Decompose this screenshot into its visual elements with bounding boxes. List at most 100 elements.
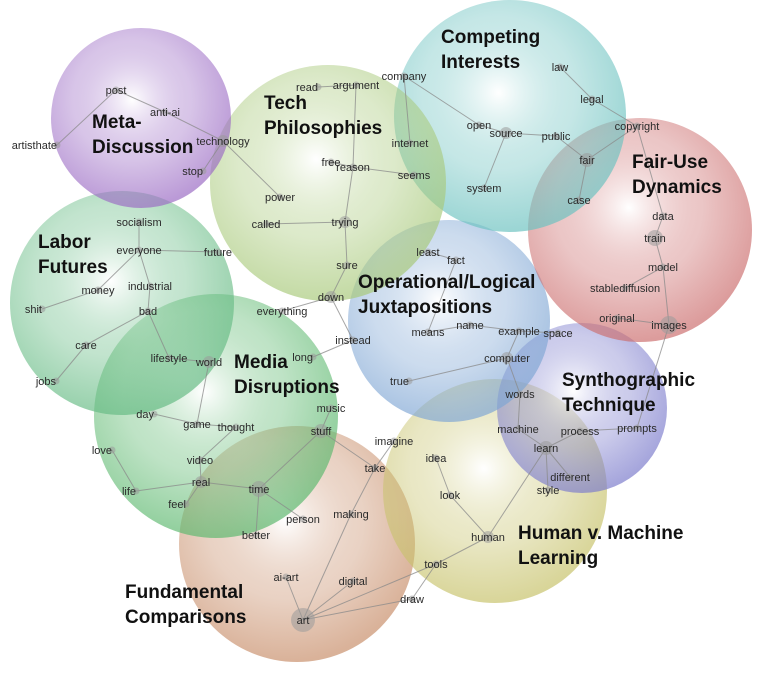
edge-look-human: [449, 494, 489, 538]
edge-copyright-fair: [586, 125, 638, 161]
node-images: [660, 316, 678, 334]
node-style: [544, 486, 552, 494]
word-label-images: images: [651, 320, 687, 332]
edge-thought-video: [199, 426, 237, 461]
word-label-bad: bad: [139, 306, 157, 318]
edge-time-person: [258, 488, 304, 520]
cluster-title-fairuse-line-2: Dynamics: [632, 177, 722, 198]
edge-model-stablediffusion: [624, 266, 664, 289]
edge-post-artisthate: [56, 89, 117, 146]
node-everyone: [135, 246, 143, 254]
edge-bad-care: [85, 310, 149, 346]
node-stablediffusion: [621, 284, 629, 292]
edge-trying-sure: [344, 221, 348, 266]
word-label-read: read: [296, 82, 318, 94]
node-human: [482, 531, 494, 543]
edge-love-life: [111, 449, 137, 492]
word-label-music: music: [317, 403, 346, 415]
node-process: [576, 427, 584, 435]
edge-means-name: [427, 324, 471, 333]
word-label-computer: computer: [484, 353, 530, 365]
node-called: [262, 220, 270, 228]
node-fair: [580, 153, 594, 167]
edge-argument-read: [317, 84, 357, 88]
node-music: [327, 404, 335, 412]
word-label-sure: sure: [336, 260, 357, 272]
word-label-love: love: [92, 445, 112, 457]
node-copyright: [633, 122, 641, 130]
word-label-instead: instead: [335, 335, 370, 347]
word-label-prompts: prompts: [617, 423, 657, 435]
node-game: [193, 420, 201, 428]
word-label-artisthate: artisthate: [12, 140, 57, 152]
word-label-stablediffusion: stablediffusion: [590, 283, 660, 295]
word-label-machine: machine: [497, 424, 539, 436]
node-example: [515, 327, 523, 335]
node-original: [613, 314, 621, 322]
node-stuff: [314, 424, 328, 438]
node-trying: [339, 216, 351, 228]
cluster-bubble-competing: [394, 0, 626, 232]
word-label-called: called: [252, 219, 281, 231]
edge-world-game: [196, 361, 210, 425]
edge-company-internet: [403, 75, 411, 144]
word-label-anti-ai: anti-ai: [150, 107, 180, 119]
word-label-life: life: [122, 486, 136, 498]
node-instead: [349, 336, 357, 344]
cluster-title-human-line-2: Learning: [518, 548, 598, 569]
word-label-style: style: [537, 485, 560, 497]
word-label-internet: internet: [392, 138, 429, 150]
word-label-train: train: [644, 233, 665, 245]
node-down: [325, 291, 337, 303]
word-label-example: example: [498, 326, 540, 338]
node-artisthate: [53, 141, 61, 149]
node-data: [659, 212, 667, 220]
word-label-seems: seems: [398, 170, 431, 182]
node-video: [196, 456, 204, 464]
node-time: [251, 481, 267, 497]
word-label-original: original: [599, 313, 634, 325]
edge-game-day: [153, 413, 198, 425]
word-label-ai-art: ai-art: [273, 572, 298, 584]
word-label-words: words: [504, 389, 535, 401]
cluster-title-labor-line-2: Futures: [38, 257, 108, 278]
edge-lifestyle-world: [168, 357, 210, 363]
node-sure: [343, 261, 351, 269]
edge-real-time: [200, 481, 260, 490]
node-words: [516, 390, 524, 398]
node-law: [556, 63, 564, 71]
word-label-case: case: [567, 195, 590, 207]
node-system: [480, 184, 488, 192]
node-thought: [232, 423, 240, 431]
word-label-process: process: [561, 426, 600, 438]
edge-idea-look: [435, 457, 451, 496]
word-label-stuff: stuff: [311, 426, 333, 438]
node-day: [150, 410, 158, 418]
word-label-socialism: socialism: [116, 217, 161, 229]
word-label-care: care: [75, 340, 96, 352]
word-label-stop: stop: [182, 166, 203, 178]
node-art: [291, 608, 315, 632]
node-take: [371, 464, 379, 472]
edge-game-thought: [196, 423, 237, 428]
edge-industrial-bad: [147, 285, 151, 312]
word-label-person: person: [286, 514, 320, 526]
node-learn: [539, 441, 553, 455]
word-label-video: video: [187, 455, 213, 467]
node-bad: [144, 307, 152, 315]
node-argument: [352, 81, 360, 89]
word-label-model: model: [648, 262, 678, 274]
word-label-post: post: [106, 85, 127, 97]
node-digital: [349, 577, 357, 585]
node-fact: [452, 256, 460, 264]
word-label-space: space: [543, 328, 572, 340]
cluster-bubble-meta: [51, 28, 231, 208]
edge-everyone-industrial: [138, 249, 151, 287]
word-label-imagine: imagine: [375, 436, 414, 448]
edge-fact-means: [427, 259, 457, 333]
node-draw: [408, 595, 416, 603]
node-name: [466, 321, 474, 329]
cluster-title-tech-line-2: Philosophies: [264, 118, 382, 139]
node-money: [94, 286, 102, 294]
